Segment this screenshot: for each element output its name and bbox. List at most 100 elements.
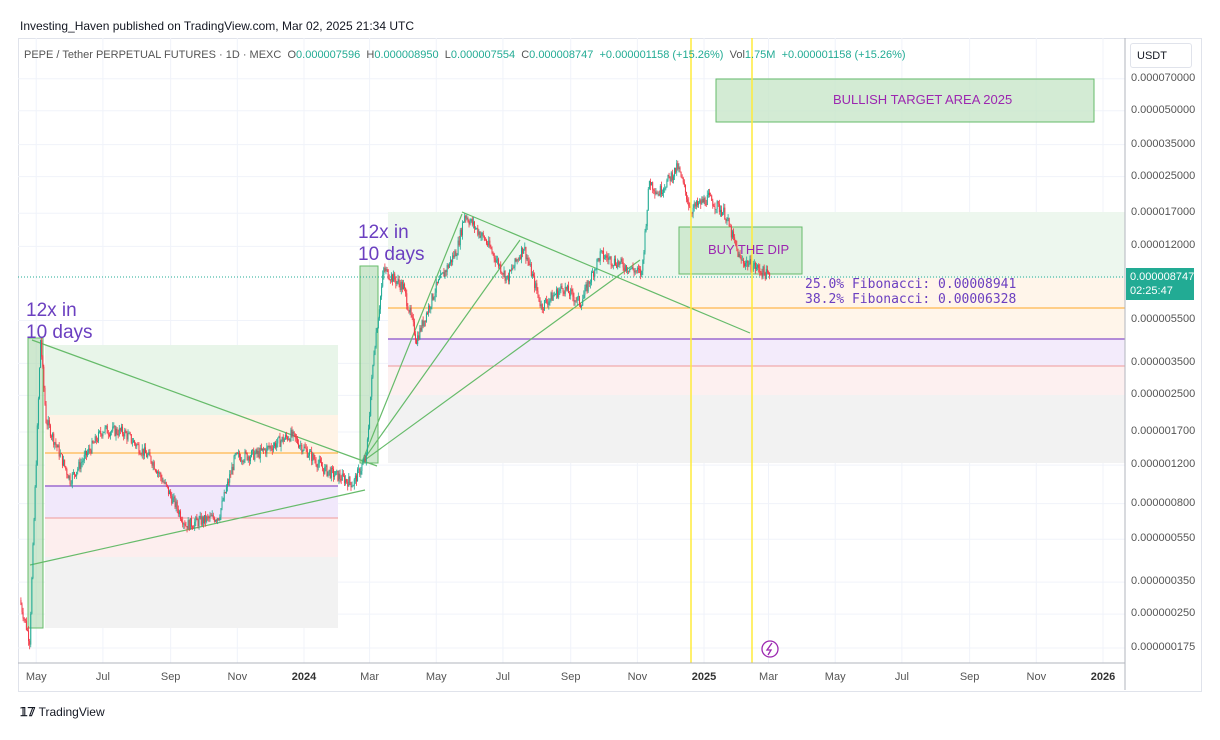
candle — [677, 163, 679, 169]
candle — [146, 453, 148, 458]
candle — [81, 461, 83, 464]
candle — [241, 460, 243, 462]
candle — [437, 279, 439, 284]
candle — [320, 462, 322, 467]
candle — [338, 473, 340, 481]
candle — [32, 544, 34, 579]
candle — [608, 257, 610, 260]
candle — [602, 250, 604, 259]
candle — [573, 296, 575, 302]
candle — [20, 600, 22, 605]
candle — [319, 459, 321, 463]
candle — [709, 192, 711, 196]
candle — [615, 258, 617, 266]
candle — [645, 226, 647, 232]
candle — [360, 471, 362, 475]
y-tick-label: 0.000000550 — [1131, 532, 1196, 545]
candle — [428, 306, 430, 314]
candle — [266, 446, 268, 454]
volume-value: 1.75M — [744, 49, 776, 61]
candle — [477, 228, 479, 235]
candle — [739, 253, 741, 258]
candle — [352, 485, 354, 487]
symbol-name[interactable]: PEPE / Tether PERPETUAL FUTURES · 1D · M… — [24, 49, 282, 61]
candle — [98, 431, 100, 442]
candle — [348, 476, 350, 487]
candle — [564, 286, 566, 294]
x-tick-label: 2024 — [291, 671, 317, 683]
publisher-caption: Investing_Haven published on TradingView… — [20, 19, 415, 33]
candle — [21, 604, 23, 612]
candle — [145, 447, 147, 454]
candle — [667, 174, 669, 181]
candle — [404, 284, 406, 289]
candle — [343, 476, 345, 484]
candle — [82, 460, 84, 462]
candle — [304, 446, 306, 448]
candle — [66, 468, 68, 475]
candle — [229, 474, 231, 483]
candle — [77, 468, 79, 472]
candle — [508, 270, 510, 282]
candle — [637, 268, 639, 270]
candle — [616, 265, 618, 268]
candle — [375, 332, 377, 348]
candle — [392, 274, 394, 282]
candle — [225, 487, 227, 493]
candle — [396, 281, 398, 284]
candle — [142, 448, 144, 456]
candle — [653, 189, 655, 192]
tradingview-logo[interactable]: 𝟙𝟟 TradingView — [20, 705, 105, 719]
candle — [54, 442, 56, 445]
candle — [209, 515, 211, 519]
candle — [76, 471, 78, 477]
candle — [595, 269, 597, 271]
candle — [763, 266, 765, 273]
candle — [84, 450, 86, 455]
candle — [527, 257, 529, 262]
candle — [405, 288, 407, 294]
candle — [729, 226, 731, 227]
candle — [543, 300, 545, 310]
candle — [682, 178, 684, 183]
candle — [23, 618, 25, 620]
candle — [479, 231, 481, 238]
currency-button[interactable]: USDT — [1130, 43, 1192, 68]
candle — [252, 449, 254, 451]
candle — [507, 275, 509, 282]
candle — [112, 426, 114, 431]
candle — [578, 296, 580, 305]
candle — [643, 252, 645, 260]
candle — [675, 167, 677, 173]
candle — [519, 257, 521, 259]
candle — [336, 470, 338, 472]
candle — [89, 448, 91, 451]
x-tick-label: 2026 — [1090, 671, 1116, 683]
x-tick-label: Nov — [227, 671, 248, 683]
candle — [512, 268, 514, 270]
candle — [243, 460, 245, 463]
candle — [289, 438, 291, 442]
candle — [598, 258, 600, 262]
candle — [57, 445, 59, 448]
candle — [96, 441, 98, 442]
candle — [231, 466, 233, 475]
candle — [176, 501, 178, 510]
candle — [166, 484, 168, 487]
candle — [516, 259, 518, 262]
candle — [170, 491, 172, 496]
candle — [498, 259, 500, 267]
candle — [420, 327, 422, 331]
candle — [636, 268, 638, 271]
candle — [45, 404, 47, 424]
candle — [71, 473, 73, 484]
candle — [716, 201, 718, 210]
candle — [582, 299, 584, 306]
candle — [249, 456, 251, 462]
candle — [298, 443, 300, 448]
candle — [136, 444, 138, 447]
lightning-icon[interactable] — [761, 640, 779, 658]
candle — [749, 258, 751, 264]
candle — [162, 481, 164, 483]
